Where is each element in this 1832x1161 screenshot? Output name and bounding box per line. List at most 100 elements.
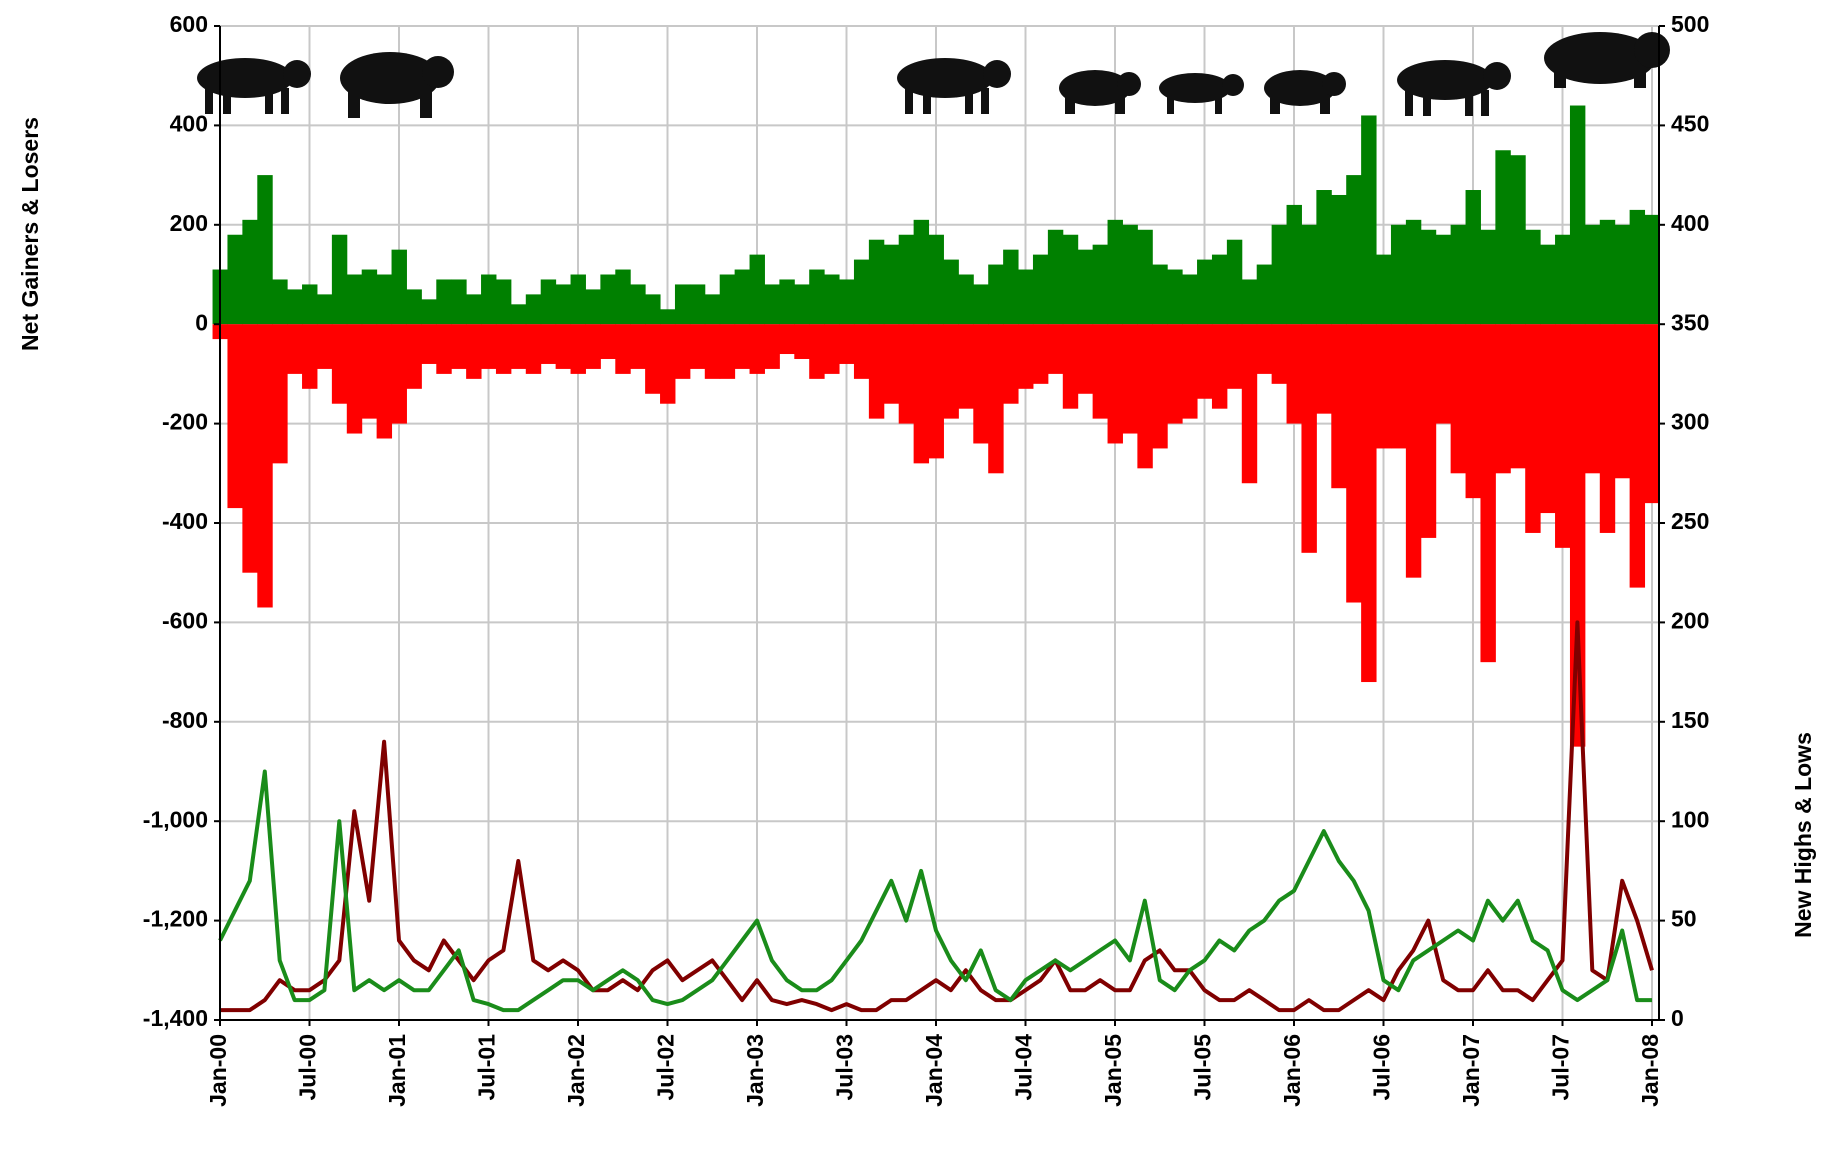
bull-icon: [897, 58, 1011, 114]
bar: [1346, 175, 1361, 324]
bar: [1480, 230, 1495, 324]
bull-icon: [1159, 73, 1244, 114]
x-tick-label: Jul-02: [653, 1034, 679, 1100]
bar: [600, 324, 615, 359]
bar: [1615, 225, 1630, 324]
bar: [1197, 324, 1212, 399]
bar: [645, 294, 660, 324]
bar: [1510, 155, 1525, 324]
bar: [1316, 190, 1331, 324]
x-tick-label: Jul-00: [295, 1034, 321, 1100]
bar: [302, 284, 317, 324]
bar: [302, 324, 317, 389]
bar: [1093, 245, 1108, 325]
bar: [1122, 324, 1137, 433]
bar: [1630, 324, 1645, 587]
bar: [585, 324, 600, 369]
bar: [362, 324, 377, 418]
bar: [1495, 324, 1510, 473]
bar: [884, 245, 899, 325]
bar: [1108, 220, 1123, 324]
bar: [899, 324, 914, 423]
bar: [705, 294, 720, 324]
bar: [541, 324, 556, 364]
bar: [392, 250, 407, 325]
bar: [1018, 324, 1033, 389]
bar: [660, 324, 675, 404]
bar: [1645, 215, 1660, 324]
bar: [764, 324, 779, 369]
y-tick-label: 600: [170, 11, 208, 37]
bar: [988, 324, 1003, 473]
y2-tick-label: 50: [1671, 906, 1697, 932]
x-tick-label: Jul-01: [474, 1034, 500, 1101]
y2-tick-label: 250: [1671, 508, 1709, 534]
bar: [1361, 324, 1376, 682]
x-tick-label: Jan-04: [921, 1034, 947, 1107]
bar: [854, 324, 869, 379]
x-tick-label: Jan-02: [563, 1034, 589, 1107]
bar: [1212, 255, 1227, 325]
y-tick-label: -600: [162, 607, 208, 633]
bar: [1033, 255, 1048, 325]
y2-tick-label: 300: [1671, 409, 1709, 435]
bar: [1555, 235, 1570, 324]
bar: [779, 279, 794, 324]
bar: [899, 235, 914, 324]
bar: [1421, 324, 1436, 538]
bar: [675, 284, 690, 324]
bar: [317, 324, 332, 369]
bar: [1078, 324, 1093, 394]
bar: [242, 220, 257, 324]
bar: [675, 324, 690, 379]
y-tick-label: 0: [195, 309, 208, 335]
y2-tick-label: 500: [1671, 11, 1709, 37]
bar: [496, 279, 511, 324]
bar: [1600, 324, 1615, 533]
bar: [958, 275, 973, 325]
y-tick-label: -400: [162, 508, 208, 534]
bar: [824, 324, 839, 374]
bar: [556, 324, 571, 369]
bar: [630, 284, 645, 324]
bar: [1242, 279, 1257, 324]
y2-tick-label: 150: [1671, 707, 1709, 733]
bar: [1167, 270, 1182, 325]
bar: [1466, 190, 1481, 324]
bar: [481, 324, 496, 369]
y-axis-title: Net Gainers & Losers: [17, 117, 43, 351]
bar: [317, 294, 332, 324]
bar: [973, 284, 988, 324]
bar: [1570, 106, 1585, 325]
bar: [272, 324, 287, 463]
bar: [1630, 210, 1645, 324]
bar: [750, 324, 765, 374]
x-tick-label: Jan-06: [1279, 1034, 1305, 1107]
bar: [1048, 230, 1063, 324]
bar: [377, 324, 392, 438]
bar: [556, 284, 571, 324]
bar: [287, 324, 302, 374]
bar: [720, 324, 735, 379]
bar: [1555, 324, 1570, 548]
bar: [1316, 324, 1331, 413]
bar: [1406, 220, 1421, 324]
bar: [1048, 324, 1063, 374]
bar: [1525, 230, 1540, 324]
bar: [377, 275, 392, 325]
bar: [227, 235, 242, 324]
bar: [1540, 245, 1555, 325]
bar: [660, 309, 675, 324]
bar: [615, 270, 630, 325]
y2-tick-label: 100: [1671, 806, 1709, 832]
bar: [929, 324, 944, 458]
bar: [1182, 275, 1197, 325]
bar: [421, 299, 436, 324]
bar: [1615, 324, 1630, 478]
bar: [347, 324, 362, 433]
bar: [481, 275, 496, 325]
bar: [1212, 324, 1227, 408]
bar: [526, 294, 541, 324]
bar: [1346, 324, 1361, 602]
bar: [272, 279, 287, 324]
